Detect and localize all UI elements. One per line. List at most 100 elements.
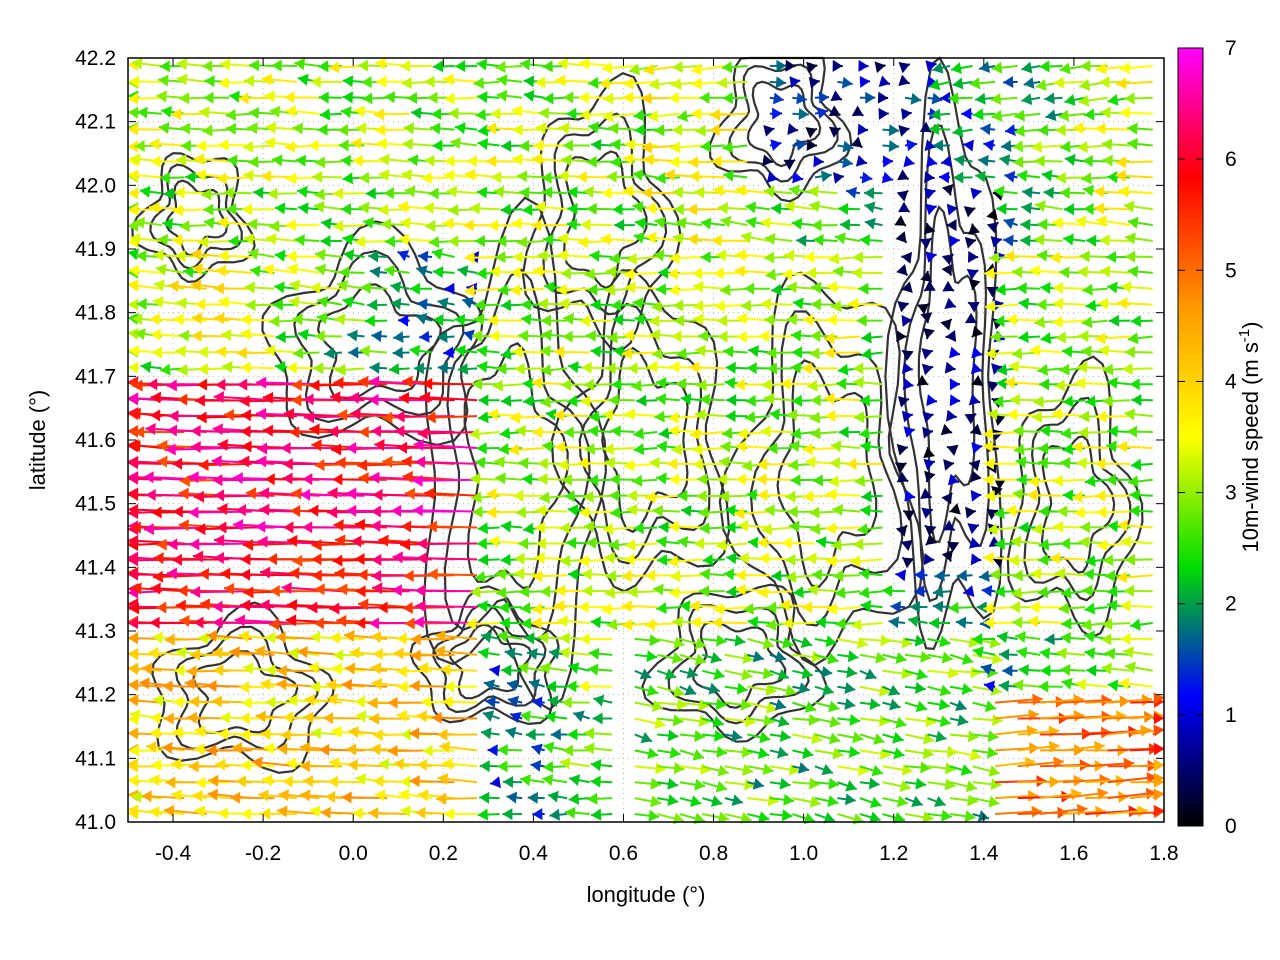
wind-arrow bbox=[927, 795, 946, 808]
wind-arrow bbox=[815, 536, 838, 549]
wind-arrow bbox=[995, 805, 1042, 818]
wind-arrow bbox=[1011, 587, 1041, 600]
colorbar-tick-label: 5 bbox=[1225, 259, 1237, 282]
x-tick-label: 0.8 bbox=[699, 842, 728, 865]
wind-arrow bbox=[860, 600, 883, 612]
colorbar-label: 10m-wind speed (m s-1) bbox=[1236, 322, 1263, 553]
wind-arrow bbox=[1152, 724, 1165, 737]
wind-arrow bbox=[949, 503, 961, 515]
wind-arrow bbox=[1026, 489, 1063, 502]
wind-arrow bbox=[477, 522, 500, 535]
wind-arrow bbox=[535, 537, 568, 550]
wind-arrow bbox=[657, 714, 684, 727]
wind-arrow bbox=[593, 694, 613, 707]
wind-arrow bbox=[1060, 663, 1086, 676]
wind-arrow bbox=[941, 492, 953, 505]
wind-arrow bbox=[792, 636, 813, 648]
wind-arrow bbox=[837, 793, 856, 806]
wind-arrow bbox=[567, 728, 590, 741]
wind-arrow bbox=[592, 712, 613, 725]
wind-arrow bbox=[652, 504, 680, 517]
wind-arrow bbox=[882, 652, 907, 664]
wind-arrow bbox=[924, 524, 937, 537]
wind-arrow bbox=[858, 567, 883, 580]
wind-arrow bbox=[927, 698, 950, 711]
wind-arrow bbox=[258, 789, 298, 802]
wind-arrow bbox=[681, 504, 703, 517]
wind-arrow bbox=[260, 807, 297, 820]
wind-arrow bbox=[761, 523, 793, 536]
wind-arrow bbox=[986, 508, 999, 520]
wind-arrow bbox=[534, 552, 568, 565]
wind-arrow bbox=[625, 538, 658, 551]
wind-arrow bbox=[531, 696, 545, 709]
x-tick-label: 1.4 bbox=[969, 842, 999, 865]
wind-arrow bbox=[814, 715, 841, 728]
wind-arrow bbox=[583, 490, 613, 503]
wind-arrow bbox=[882, 667, 913, 680]
wind-arrow bbox=[972, 714, 1003, 727]
wind-arrow bbox=[532, 808, 545, 821]
wind-arrow bbox=[444, 680, 478, 693]
wind-arrow bbox=[792, 650, 823, 663]
wind-arrow bbox=[1015, 631, 1041, 644]
wind-arrow bbox=[148, 647, 185, 660]
wind-arrow bbox=[578, 554, 613, 567]
wind-arrow bbox=[469, 473, 500, 486]
wind-arrow bbox=[814, 747, 844, 760]
wind-arrow bbox=[956, 569, 973, 582]
wind-arrow bbox=[699, 522, 725, 535]
wind-arrow bbox=[832, 504, 861, 517]
wind-arrow bbox=[702, 651, 722, 664]
wind-arrow bbox=[506, 791, 523, 804]
contour-line bbox=[578, 302, 711, 565]
wind-arrow bbox=[781, 537, 815, 550]
wind-arrow bbox=[814, 763, 834, 776]
wind-arrow bbox=[542, 774, 568, 786]
wind-arrow bbox=[275, 631, 320, 644]
wind-arrow bbox=[229, 646, 275, 659]
wind-arrow bbox=[882, 716, 907, 729]
wind-arrow bbox=[213, 664, 252, 677]
wind-arrow bbox=[924, 470, 936, 483]
wind-arrow bbox=[582, 584, 613, 597]
wind-arrow bbox=[1086, 664, 1108, 677]
contour-line bbox=[521, 71, 682, 352]
wind-arrow bbox=[859, 651, 887, 664]
wind-arrow bbox=[814, 652, 839, 665]
wind-arrow bbox=[1040, 744, 1085, 757]
wind-arrow bbox=[743, 602, 770, 615]
wind-arrow bbox=[656, 685, 685, 698]
contour-line bbox=[746, 80, 822, 168]
wind-arrow bbox=[769, 650, 787, 663]
wind-arrow bbox=[1104, 647, 1131, 660]
wind-arrow bbox=[972, 730, 999, 743]
wind-arrow bbox=[747, 777, 765, 790]
wind-arrow bbox=[698, 506, 725, 519]
wind-arrow bbox=[1058, 602, 1086, 615]
wind-arrow bbox=[1062, 694, 1112, 707]
wind-arrow bbox=[998, 680, 1018, 692]
wind-arrow bbox=[561, 696, 590, 709]
wind-arrow bbox=[860, 504, 883, 517]
wind-arrow bbox=[497, 630, 523, 643]
wind-arrow bbox=[837, 666, 858, 679]
wind-arrow bbox=[858, 586, 883, 599]
wind-arrow bbox=[412, 504, 478, 517]
wind-arrow bbox=[192, 789, 230, 802]
colorbar-tick-label: 3 bbox=[1225, 482, 1237, 505]
wind-arrow bbox=[896, 471, 909, 483]
wind-arrow bbox=[634, 777, 662, 790]
wind-arrow bbox=[414, 584, 478, 597]
wind-arrow bbox=[667, 555, 703, 568]
colorbar-label-end: ) bbox=[1238, 322, 1263, 329]
wind-arrow bbox=[657, 636, 685, 649]
wind-arrow bbox=[702, 764, 729, 777]
wind-arrow bbox=[947, 540, 960, 553]
wind-arrow bbox=[1118, 677, 1153, 690]
wind-arrow bbox=[329, 631, 365, 644]
wind-arrow bbox=[502, 808, 523, 821]
contour-line bbox=[316, 283, 442, 402]
wind-arrow bbox=[983, 473, 1018, 486]
wind-arrow bbox=[834, 586, 861, 599]
